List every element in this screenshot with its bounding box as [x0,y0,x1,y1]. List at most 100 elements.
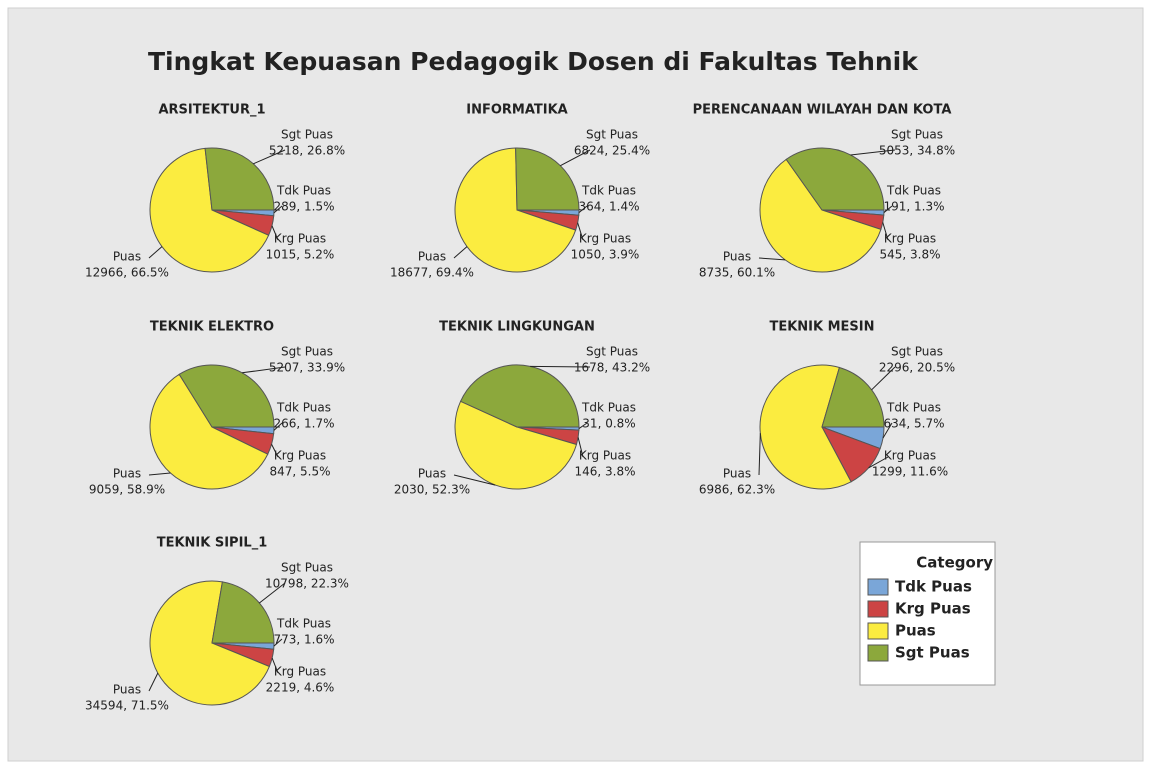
slice-value-label: 34594, 71.5% [85,699,169,713]
slice-value-label: 545, 3.8% [879,248,940,262]
leader-line [242,366,286,374]
slice-category-label: Puas [723,250,751,264]
legend-label: Tdk Puas [895,578,972,596]
slice-value-label: 1050, 3.9% [571,248,640,262]
leader-line [868,456,889,469]
leader-line [577,437,584,458]
leader-line [560,149,591,167]
slice-value-label: 364, 1.4% [578,200,639,214]
slice-value-label: 2030, 52.3% [394,483,470,497]
legend-label: Krg Puas [895,600,971,618]
pie-title: PERENCANAAN WILAYAH DAN KOTA [693,103,952,118]
slice-value-label: 2296, 20.5% [879,361,955,375]
slice-value-label: 18677, 69.4% [390,266,474,280]
slice-category-label: Krg Puas [274,665,326,679]
slice-category-label: Sgt Puas [586,128,638,142]
legend-title: Category [916,554,993,572]
leader-line [758,257,786,261]
pie-slice [459,364,580,428]
pie-title: TEKNIK MESIN [769,320,874,335]
slice-category-label: Sgt Puas [891,128,943,142]
slice-category-label: Tdk Puas [276,617,331,631]
legend-swatch [867,600,889,618]
slice-value-label: 1299, 11.6% [872,465,948,479]
slice-category-label: Puas [418,467,446,481]
pie-title: INFORMATIKA [466,103,568,118]
slice-category-label: Sgt Puas [281,128,333,142]
chart-title: Tingkat Kepuasan Pedagogik Dosen di Faku… [148,47,919,76]
slice-value-label: 5207, 33.9% [269,361,345,375]
slice-value-label: 5218, 26.8% [269,144,345,158]
leader-line [253,149,286,165]
leader-line [273,422,283,431]
slice-category-label: Sgt Puas [281,345,333,359]
slice-category-label: Tdk Puas [276,184,331,198]
slice-value-label: 12966, 66.5% [85,266,169,280]
pie-slice [785,147,885,211]
leader-line [578,205,588,214]
slice-category-label: Krg Puas [579,449,631,463]
leader-line [758,433,761,476]
slice-value-label: 2219, 4.6% [266,681,335,695]
legend-swatch [867,622,889,640]
legend-label: Puas [895,622,936,640]
slice-value-label: 6986, 62.3% [699,483,775,497]
slice-category-label: Krg Puas [884,232,936,246]
slice-category-label: Puas [113,250,141,264]
slice-category-label: Krg Puas [274,232,326,246]
slice-value-label: 634, 5.7% [883,417,944,431]
slice-value-label: 266, 1.7% [273,417,334,431]
slice-category-label: Sgt Puas [891,345,943,359]
slice-value-label: 9059, 58.9% [89,483,165,497]
slice-category-label: Puas [113,467,141,481]
slice-value-label: 146, 3.8% [574,465,635,479]
slice-value-label: 8735, 60.1% [699,266,775,280]
slice-value-label: 6824, 25.4% [574,144,650,158]
leader-line [271,225,279,241]
leader-line [148,246,163,259]
pie-slice [454,147,577,273]
pie-title: TEKNIK LINGKUNGAN [439,320,595,335]
leader-line [850,149,896,156]
slice-category-label: Krg Puas [579,232,631,246]
pie-title: TEKNIK SIPIL_1 [157,536,268,551]
slice-category-label: Tdk Puas [581,184,636,198]
slice-value-label: 289, 1.5% [273,200,334,214]
slice-value-label: 773, 1.6% [273,633,334,647]
pie-title: ARSITEKTUR_1 [158,103,265,118]
leader-line [259,582,286,604]
leader-line [273,205,283,214]
slice-category-label: Puas [418,250,446,264]
slice-category-label: Krg Puas [274,449,326,463]
pie-slice [178,364,275,428]
pie-slice [821,366,885,428]
leader-line [273,638,283,647]
leader-line [453,246,468,259]
slice-category-label: Tdk Puas [886,184,941,198]
leader-line [883,205,893,213]
leader-line [453,474,496,486]
slice-category-label: Tdk Puas [276,401,331,415]
legend-swatch [867,644,889,662]
slice-value-label: 1015, 5.2% [266,248,335,262]
slice-value-label: 10798, 22.3% [265,577,349,591]
slice-category-label: Tdk Puas [886,401,941,415]
leader-line [882,222,889,241]
leader-line [271,657,279,674]
slice-category-label: Sgt Puas [586,345,638,359]
slice-value-label: 5053, 34.8% [879,144,955,158]
pie-slice [149,147,270,273]
leader-line [577,222,584,241]
slice-value-label: 31, 0.8% [582,417,635,431]
slice-value-label: 191, 1.3% [883,200,944,214]
slice-category-label: Krg Puas [884,449,936,463]
slice-category-label: Sgt Puas [281,561,333,575]
legend-label: Sgt Puas [895,644,970,662]
slice-category-label: Puas [723,467,751,481]
pie-title: TEKNIK ELEKTRO [150,320,274,335]
pie-slice [211,581,275,644]
slice-category-label: Tdk Puas [581,401,636,415]
slice-value-label: 1678, 43.2% [574,361,650,375]
pie-slice [759,364,852,490]
